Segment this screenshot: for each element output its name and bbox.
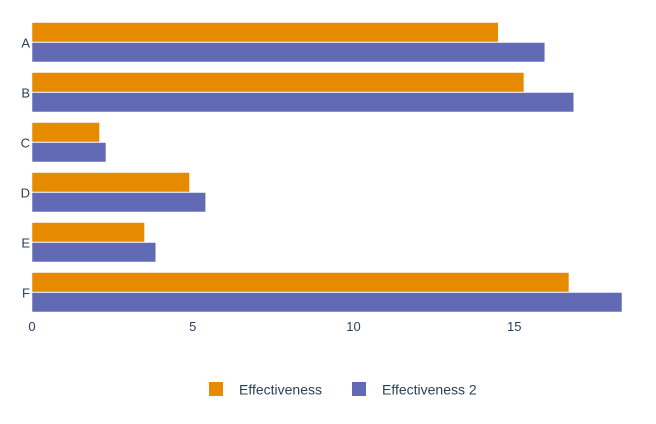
- y-tick-label: E: [21, 236, 30, 251]
- x-tick-label: 10: [346, 319, 360, 334]
- legend-label: Effectiveness: [239, 382, 322, 398]
- legend-swatch: [352, 382, 366, 396]
- bar-D-effectiveness-2[interactable]: [31, 192, 206, 213]
- bar-F-effectiveness-2[interactable]: [31, 292, 623, 313]
- bar-E-effectiveness[interactable]: [31, 222, 145, 243]
- legend[interactable]: Effectiveness Effectiveness 2: [209, 382, 477, 398]
- bar-D-effectiveness[interactable]: [31, 172, 190, 193]
- bar-A-effectiveness-2[interactable]: [31, 42, 546, 63]
- y-axis: A B C D E F: [21, 36, 31, 301]
- y-tick-label: B: [21, 86, 30, 101]
- plot-area: [31, 22, 623, 313]
- bar-B-effectiveness[interactable]: [31, 72, 525, 93]
- bar-C-effectiveness[interactable]: [31, 122, 100, 143]
- legend-label: Effectiveness 2: [382, 382, 477, 398]
- x-tick-label: 15: [507, 319, 521, 334]
- legend-item-effectiveness-2[interactable]: Effectiveness 2: [352, 382, 477, 398]
- bar-E-effectiveness-2[interactable]: [31, 242, 157, 263]
- bar-A-effectiveness[interactable]: [31, 22, 499, 43]
- y-tick-label: C: [21, 136, 30, 151]
- y-tick-label: F: [22, 286, 30, 301]
- legend-item-effectiveness[interactable]: Effectiveness: [209, 382, 322, 398]
- x-axis: 0 5 10 15: [28, 319, 521, 334]
- x-tick-label: 0: [28, 319, 35, 334]
- bar-B-effectiveness-2[interactable]: [31, 92, 575, 113]
- y-tick-label: D: [21, 186, 30, 201]
- y-tick-label: A: [21, 36, 30, 51]
- bar-C-effectiveness-2[interactable]: [31, 142, 107, 163]
- bar-F-effectiveness[interactable]: [31, 272, 570, 293]
- x-tick-label: 5: [189, 319, 196, 334]
- legend-swatch: [209, 382, 223, 396]
